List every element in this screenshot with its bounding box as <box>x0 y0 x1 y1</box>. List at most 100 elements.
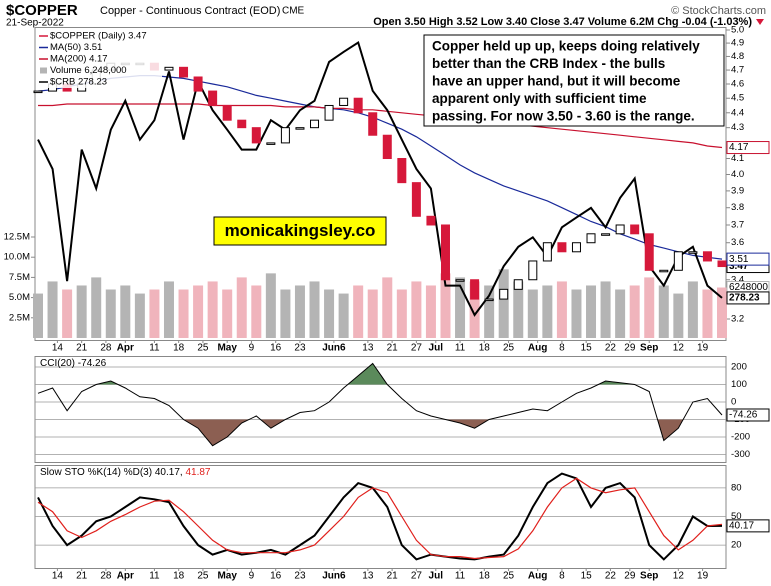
x-tick-label: 19 <box>697 343 709 354</box>
candle <box>601 233 611 236</box>
x-tick-label: May <box>217 343 237 354</box>
symbol-name: Copper - Continuous Contract (EOD) <box>100 5 280 17</box>
candle <box>440 224 450 281</box>
volume-bar <box>396 289 407 338</box>
x-tick-label: 16 <box>270 343 282 354</box>
volume-bar <box>76 285 87 338</box>
y-tick-label: 4.8 <box>731 51 744 62</box>
x-tick-label: 28 <box>100 343 112 354</box>
x-tick-label: 15 <box>581 343 593 354</box>
volume-bar <box>294 285 305 338</box>
x-tick-label: Sep <box>640 343 658 354</box>
price-panel <box>34 27 727 341</box>
x-tick-label: Jun6 <box>322 343 346 354</box>
x-tick-label: 22 <box>605 343 617 354</box>
candle <box>470 279 480 300</box>
x-tick-label: 25 <box>197 571 209 582</box>
y-tick-label: 3.6 <box>731 237 744 248</box>
volume-bar <box>280 289 291 338</box>
end-label: 6248000 <box>729 282 768 293</box>
volume-bar <box>425 285 436 338</box>
volume-bar <box>600 281 611 338</box>
y-tick-label: 4.9 <box>731 38 744 49</box>
y-tick-label: 3.2 <box>731 314 744 325</box>
candle <box>280 127 290 144</box>
candle <box>33 90 43 94</box>
candle <box>324 104 334 121</box>
candle <box>484 298 494 302</box>
volume-bar <box>353 285 364 338</box>
x-tick-label: 23 <box>294 343 306 354</box>
end-label: 3.51 <box>729 254 749 265</box>
candle <box>208 90 218 106</box>
x-tick-label: 27 <box>411 343 423 354</box>
candle <box>571 242 581 253</box>
candle <box>673 251 683 271</box>
x-tick-label: 21 <box>76 343 88 354</box>
volume-bar <box>178 289 189 338</box>
end-label-box <box>726 408 770 422</box>
y-tick-label: -200 <box>731 432 750 443</box>
end-label-box <box>726 291 770 305</box>
panel-legend-value: -74.26 <box>78 358 107 369</box>
candle <box>688 251 698 254</box>
candle <box>368 112 378 136</box>
candle <box>630 224 640 235</box>
x-tick-label: 21 <box>387 343 399 354</box>
volume-bar <box>586 285 597 338</box>
y-tick-label: 3.7 <box>731 220 744 231</box>
volume-bar <box>207 281 218 338</box>
y-tick-label: 20 <box>731 540 742 551</box>
y2-tick-label: 5.0M <box>9 292 30 303</box>
annotation-line: better than the CRB Index - the bulls <box>432 56 665 71</box>
x-tick-label: 22 <box>605 571 617 582</box>
x-tick-label: 19 <box>697 571 709 582</box>
volume-bar <box>236 277 247 338</box>
y-tick-label: 3.9 <box>731 185 744 196</box>
layers: 5.0 4.9 4.8 4.7 4.6 4.5 4.4 4.3 4.1 4.0 3.9 3.8 3.7 3… <box>4 25 750 582</box>
annotation-line: Copper held up up, keeps doing relativel… <box>432 39 700 54</box>
legend-label: Volume 6,248,000 <box>50 65 127 76</box>
volume-bar <box>367 289 378 338</box>
x-tick-label: 13 <box>362 571 374 582</box>
x-tick-label: 29 <box>624 571 636 582</box>
end-label: 278.23 <box>729 293 760 304</box>
x-tick-label: 18 <box>173 571 185 582</box>
x-tick-label: Jun6 <box>322 571 346 582</box>
y-tick-label: 4.0 <box>731 169 744 180</box>
y-tick-label: 4.3 <box>731 122 744 133</box>
x-tick-label: 13 <box>362 343 374 354</box>
volume-bar <box>382 277 393 338</box>
y-tick-label: 4.6 <box>731 79 744 90</box>
panel-title: Slow STO %K(14) %D(3) 40.17, 41.87 <box>40 467 211 478</box>
volume-bar <box>149 289 160 338</box>
annotation-line: passing. For now 3.50 - 3.60 is the rang… <box>432 109 695 124</box>
legend-label: $CRB 278.23 <box>50 77 107 88</box>
annotation-box <box>423 34 725 127</box>
legend-label: $COPPER (Daily) 3.47 <box>50 31 147 42</box>
x-tick-label: 25 <box>503 343 515 354</box>
candle <box>455 279 465 282</box>
volume-bar <box>455 277 466 338</box>
volume-bar <box>571 289 582 338</box>
end-label: -74.26 <box>729 410 758 421</box>
x-tick-label: Apr <box>117 571 134 582</box>
y-tick-label: 4.7 <box>731 65 744 76</box>
x-tick-label: 12 <box>673 571 685 582</box>
volume-bar <box>91 277 102 338</box>
panel-title-text: Slow STO %K(14) %D(3) <box>40 467 152 478</box>
end-label: 4.17 <box>729 142 749 153</box>
volume-bar <box>673 293 684 338</box>
panel-title-text: CCI(20) <box>40 358 75 369</box>
x-tick-label: 11 <box>455 343 466 354</box>
x-tick-label: 18 <box>479 571 491 582</box>
x-tick-label: 27 <box>411 571 423 582</box>
candle <box>615 224 625 235</box>
x-tick-label: 8 <box>559 343 565 354</box>
volume-bar <box>498 269 509 338</box>
volume-bar <box>440 273 451 338</box>
x-tick-label: Aug <box>528 343 547 354</box>
candle <box>179 66 189 78</box>
y2-tick-label: 10.0M <box>4 252 30 263</box>
